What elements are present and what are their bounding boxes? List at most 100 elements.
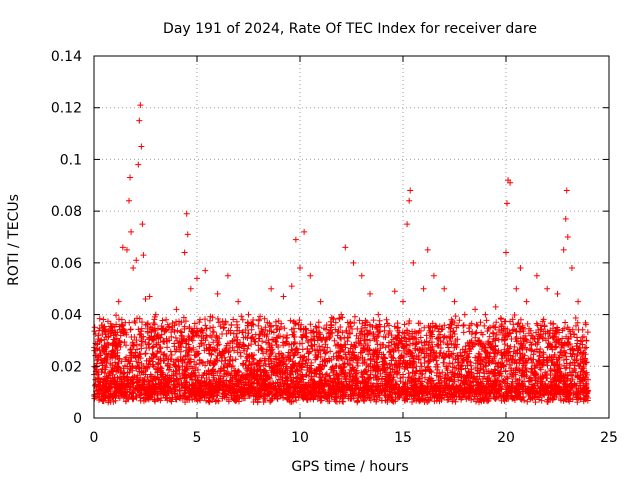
- roti-point: [375, 311, 382, 318]
- roti-point: [301, 228, 308, 235]
- roti-point: [103, 350, 110, 357]
- roti-point: [292, 236, 299, 243]
- roti-point: [126, 197, 133, 204]
- roti-point: [152, 311, 159, 318]
- roti-point: [554, 290, 561, 297]
- plot-frame: [93, 55, 610, 419]
- y-tick-label: 0.14: [51, 49, 82, 65]
- roti-point: [128, 228, 135, 235]
- x-tick-label: 10: [291, 430, 309, 446]
- roti-point: [139, 221, 146, 228]
- roti-point: [184, 231, 191, 238]
- roti-point: [130, 265, 137, 272]
- roti-point: [136, 117, 143, 124]
- x-tick-label: 0: [90, 430, 99, 446]
- roti-point: [563, 187, 570, 194]
- roti-point: [533, 272, 540, 279]
- roti-point: [173, 306, 180, 313]
- roti-point: [317, 298, 324, 305]
- roti-point: [358, 272, 365, 279]
- roti-point: [367, 290, 374, 297]
- roti-point: [146, 293, 153, 300]
- y-axis-label: ROTI / TECUs: [6, 194, 22, 286]
- roti-point: [135, 161, 142, 168]
- roti-point: [575, 298, 582, 305]
- roti-point: [430, 272, 437, 279]
- roti-point: [482, 311, 489, 318]
- roti-point: [507, 179, 514, 186]
- roti-point: [583, 337, 590, 344]
- roti-point: [406, 197, 413, 204]
- roti-point: [441, 285, 448, 292]
- roti-point: [517, 265, 524, 272]
- roti-point: [327, 324, 334, 331]
- roti-point: [235, 298, 242, 305]
- roti-point: [97, 337, 104, 344]
- roti-point: [420, 285, 427, 292]
- x-tick-label: 20: [497, 430, 515, 446]
- roti-point: [503, 249, 509, 256]
- roti-point: [181, 249, 188, 256]
- roti-point: [137, 102, 144, 109]
- roti-point: [342, 244, 349, 251]
- roti-point: [109, 342, 116, 349]
- roti-point: [119, 244, 126, 251]
- roti-point: [383, 316, 390, 323]
- scatter-points: [91, 102, 592, 406]
- roti-point: [187, 285, 194, 292]
- roti-point: [410, 259, 417, 266]
- roti-point: [245, 311, 252, 318]
- roti-point: [127, 174, 134, 181]
- y-tick-label: 0.08: [51, 204, 82, 220]
- roti-point: [297, 265, 303, 272]
- roti-point: [338, 311, 345, 318]
- y-tick-label: 0: [73, 411, 82, 427]
- roti-point: [288, 283, 295, 290]
- roti-point: [255, 316, 262, 323]
- x-tick-label: 15: [394, 430, 412, 446]
- roti-point: [400, 298, 406, 305]
- roti-point: [350, 259, 357, 266]
- roti-point: [123, 246, 130, 253]
- roti-point: [140, 252, 147, 259]
- x-axis: 0 5 10 15 20 25: [90, 56, 618, 446]
- roti-point: [472, 306, 479, 313]
- x-tick-label: 5: [193, 430, 202, 446]
- roti-point: [424, 246, 431, 253]
- y-tick-label: 0.06: [51, 256, 82, 272]
- roti-point-cloud: [91, 312, 592, 406]
- roti-point: [115, 298, 122, 305]
- roti-point: [504, 200, 511, 207]
- x-axis-label: GPS time / hours: [291, 459, 408, 475]
- roti-point: [513, 285, 520, 292]
- roti-point: [560, 246, 567, 253]
- y-tick-label: 0.12: [51, 101, 82, 117]
- roti-point: [138, 143, 145, 150]
- roti-point: [407, 187, 414, 194]
- roti-point: [564, 234, 571, 240]
- roti-point: [544, 285, 551, 292]
- roti-point: [133, 257, 140, 264]
- y-axis: 0 0.02 0.04 0.06 0.08 0.1 0.12 0.14: [51, 49, 609, 427]
- roti-point: [307, 272, 314, 279]
- roti-point: [280, 293, 287, 300]
- roti-point: [461, 311, 468, 318]
- roti-point: [202, 267, 209, 274]
- roti-point: [142, 296, 149, 303]
- roti-point: [268, 285, 275, 292]
- roti-point: [562, 215, 569, 222]
- roti-point: [568, 265, 575, 272]
- roti-point: [194, 275, 200, 282]
- y-tick-label: 0.04: [51, 308, 82, 324]
- y-tick-label: 0.1: [60, 152, 82, 168]
- y-tick-label: 0.02: [51, 359, 82, 375]
- roti-point: [183, 210, 190, 217]
- x-tick-label: 25: [600, 430, 618, 446]
- roti-point: [163, 316, 170, 323]
- chart-title: Day 191 of 2024, Rate Of TEC Index for r…: [163, 21, 537, 37]
- roti-point: [451, 298, 458, 305]
- roti-point: [214, 290, 221, 297]
- roti-point: [224, 272, 231, 279]
- roti-point: [523, 298, 530, 305]
